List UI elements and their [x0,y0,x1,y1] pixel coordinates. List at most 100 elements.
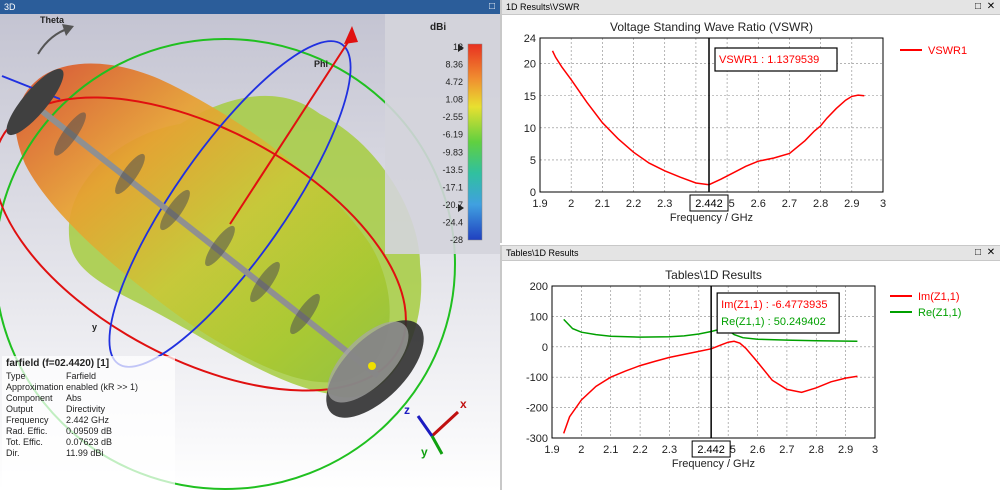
theta-arrow-red [229,35,353,225]
y-tick-label: 5 [530,155,536,167]
x-tick-label: 1.9 [532,198,547,210]
marker-annotation-box [716,292,840,334]
y-tick-label: 10 [524,123,536,135]
colorbar-tick-label: 8.36 [445,60,463,70]
pane-title: 3D [4,2,16,12]
maximize-icon[interactable]: □ [974,247,982,258]
y-tick-label: 24 [524,33,536,45]
x-tick-label: 2.9 [844,198,859,210]
legend-label: Im(Z1,1) [918,291,960,303]
y-tick-label: -100 [526,372,548,384]
info-key: Component [6,393,53,403]
y-axis-label: y [92,322,97,332]
antenna-rod [26,97,380,379]
feed-point [368,362,376,370]
x-tick-label: 2.2 [632,444,647,456]
vswr-chart[interactable]: Voltage Standing Wave Ratio (VSWR) 0 5 10 15… [502,14,1000,243]
pane-title: 1D Results\VSWR [506,2,580,12]
colorbar-tick-label: -20.7 [442,200,463,210]
info-row: Frequency 2.442 GHz [2,415,175,426]
info-title: farfield (f=02.4420) [1] [6,358,110,369]
farfield-3d-pane[interactable]: 3D □ [0,0,500,490]
theta-label: Theta [40,15,65,25]
colorbar-tick-label: -9.83 [442,147,463,157]
series-line-1[interactable] [551,50,865,186]
x-axis-label: Frequency / GHz [672,458,755,470]
info-value: Abs [66,393,82,403]
info-value: 2.442 GHz [66,415,110,425]
series-line-1[interactable] [562,340,858,434]
info-value: 0.07623 dB [66,437,113,447]
antenna-directors [54,112,320,335]
info-row: Component Abs [2,393,175,404]
triad-z-label: z [404,403,410,417]
maximize-icon[interactable]: □ [486,0,498,14]
info-key: Output [6,404,34,414]
vswr-result-pane[interactable]: 1D Results\VSWR □ ✕ Voltage Standing Wav… [500,0,1000,243]
frequency-marker-label: 2.442 [695,198,723,210]
reflector-disc-front [327,321,409,403]
x-tick-label: 2.6 [750,444,765,456]
colorbar-tick-label: -24.4 [442,217,463,227]
triad-y-label: y [421,445,428,459]
colorbar-min-marker-icon[interactable] [458,204,464,212]
marker-annotation-box [714,47,838,72]
colorbar-tick-label: 4.72 [445,77,463,87]
x-tick-label: 2.7 [782,198,797,210]
info-row: Output Directivity [2,404,175,415]
x-tick-label: 2.3 [662,444,677,456]
colorbar-tick-label: -28 [450,235,463,245]
impedance-chart[interactable]: Tables\1D Results -300 -200 -100 0 100 200 1.9 2… [502,260,1000,490]
colorbar-tick-label: -6.19 [442,130,463,140]
y-tick-label: 0 [542,342,548,354]
theta-arrowhead-icon [344,26,358,44]
y-tick-label: -300 [526,433,548,445]
colorbar[interactable] [467,43,483,241]
impedance-result-pane[interactable]: Tables\1D Results □ ✕ Tables\1D Results -… [500,245,1000,490]
colorbar-tick-label: -17.1 [442,182,463,192]
x-tick-label: 3 [872,444,878,456]
info-value: 0.09509 dB [66,426,113,436]
close-icon[interactable]: ✕ [986,1,996,12]
close-icon[interactable]: ✕ [986,247,996,258]
pane-title-bar[interactable]: 3D [0,0,500,14]
info-row: Approximation enabled (kR >> 1) [2,382,175,393]
x-tick-label: 2.8 [809,444,824,456]
phi-label: Phi [314,59,328,69]
x-tick-label: 2.6 [751,198,766,210]
colorbar-tick-label: 1.08 [445,95,463,105]
maximize-icon[interactable]: □ [974,1,982,12]
pane-title-bar[interactable]: Tables\1D Results [502,246,1000,261]
colorbar-tick-label: 12 [453,42,463,52]
frequency-marker-box[interactable] [691,440,731,458]
y-tick-label: -200 [526,403,548,415]
chart-title: Voltage Standing Wave Ratio (VSWR) [610,20,813,34]
marker-annotation-text: Im(Z1,1) : -6.4773935 [721,299,827,311]
colorbar-tick-label: -2.55 [442,112,463,122]
x-tick-label: 2.3 [657,198,672,210]
triad-x-label: x [460,397,467,411]
info-value: 11.99 dBi [66,448,104,458]
chart-title: Tables\1D Results [665,268,762,282]
axis-triad: x z y [404,397,467,459]
farfield-3d-view[interactable]: Theta Phi y dBi 12 8.36 4.72 1.08 -2.55 -6.19… [0,14,500,490]
reflector-disc-top [6,68,64,136]
info-value: Directivity [66,404,106,414]
colorbar-max-marker-icon[interactable] [458,44,464,52]
pane-title-bar[interactable]: 1D Results\VSWR [502,0,1000,15]
y-tick-label: 0 [530,187,536,199]
series-line-2[interactable] [563,318,858,343]
info-value: Farfield [66,371,97,381]
x-tick-label: 1.9 [544,444,559,456]
y-tick-label: 20 [524,59,536,71]
x-axis-label: Frequency / GHz [670,212,753,224]
frequency-marker-box[interactable] [689,194,729,212]
info-value: enabled (kR >> 1) [66,382,139,392]
x-tick-label: 2 [578,444,584,456]
pane-title: Tables\1D Results [506,248,579,258]
legend-label: VSWR1 [928,45,967,57]
main-lobe [15,63,390,383]
rotation-arrowhead-icon [62,24,74,36]
info-row: Tot. Effic. 0.07623 dB [2,437,175,448]
marker-annotation-text: VSWR1 : 1.1379539 [719,54,819,66]
